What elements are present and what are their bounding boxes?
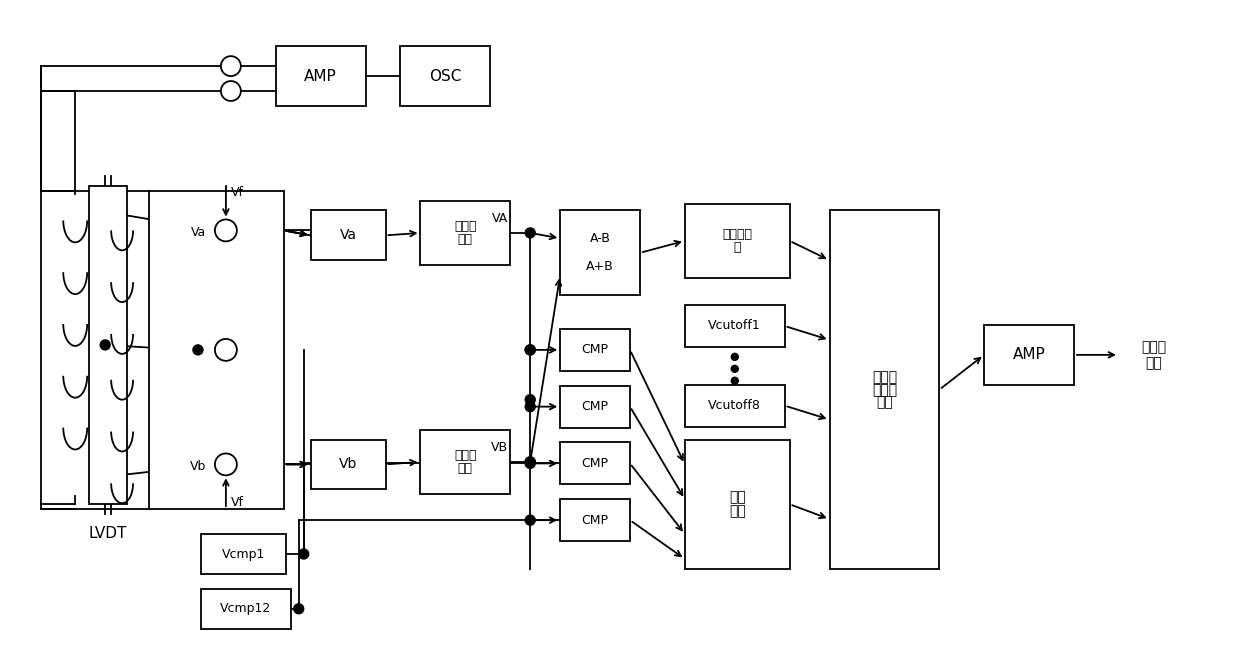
- Bar: [201, 534, 285, 574]
- Bar: [149, 191, 284, 509]
- Circle shape: [221, 56, 241, 76]
- Text: Vcmp1: Vcmp1: [222, 548, 265, 561]
- Text: 逻辑: 逻辑: [729, 504, 745, 518]
- Circle shape: [221, 81, 241, 101]
- Text: Vcutoff1: Vcutoff1: [708, 319, 761, 332]
- Bar: [684, 204, 790, 278]
- Text: CMP: CMP: [582, 457, 609, 470]
- Bar: [560, 386, 630, 428]
- Circle shape: [100, 340, 110, 350]
- Bar: [830, 210, 939, 569]
- Text: 组合: 组合: [729, 490, 745, 504]
- Circle shape: [526, 457, 536, 467]
- Circle shape: [526, 345, 536, 355]
- Text: CMP: CMP: [582, 513, 609, 526]
- Text: A-B: A-B: [589, 232, 610, 245]
- Circle shape: [215, 339, 237, 361]
- Text: LVDT: LVDT: [89, 526, 128, 541]
- Bar: [560, 329, 630, 371]
- Text: 开关: 开关: [875, 396, 893, 410]
- Text: VB: VB: [491, 441, 508, 454]
- Bar: [201, 589, 290, 629]
- Bar: [420, 201, 510, 265]
- Circle shape: [526, 395, 536, 405]
- Circle shape: [294, 604, 304, 614]
- Circle shape: [526, 457, 536, 467]
- Circle shape: [732, 353, 738, 360]
- Text: 滤波整: 滤波整: [454, 449, 476, 462]
- Text: Vf: Vf: [231, 496, 244, 509]
- Text: 滤波整流: 滤波整流: [722, 228, 753, 241]
- Text: 择选择: 择选择: [872, 383, 897, 397]
- Text: 滤波整: 滤波整: [454, 220, 476, 233]
- Bar: [684, 385, 785, 426]
- Bar: [684, 439, 790, 569]
- Text: 流器: 流器: [458, 461, 472, 474]
- Text: Vcmp12: Vcmp12: [221, 602, 272, 615]
- Circle shape: [526, 515, 536, 525]
- Text: AMP: AMP: [1013, 347, 1045, 362]
- Circle shape: [526, 228, 536, 238]
- Bar: [311, 439, 386, 489]
- Bar: [684, 305, 785, 347]
- Circle shape: [299, 549, 309, 559]
- Text: Va: Va: [191, 226, 206, 239]
- Circle shape: [215, 219, 237, 241]
- Text: Vf: Vf: [231, 186, 244, 199]
- Bar: [275, 46, 366, 106]
- Text: Vb: Vb: [339, 458, 357, 471]
- Circle shape: [526, 402, 536, 411]
- Text: Va: Va: [340, 228, 357, 242]
- Bar: [985, 325, 1074, 385]
- Bar: [89, 186, 128, 504]
- Circle shape: [215, 454, 237, 475]
- Text: 器: 器: [734, 241, 742, 254]
- Text: CMP: CMP: [582, 400, 609, 413]
- Text: CMP: CMP: [582, 343, 609, 356]
- Bar: [560, 210, 640, 295]
- Bar: [311, 210, 386, 260]
- Text: Vcutoff8: Vcutoff8: [708, 399, 761, 412]
- Text: 流器: 流器: [458, 233, 472, 246]
- Circle shape: [526, 458, 536, 469]
- Bar: [560, 499, 630, 541]
- Circle shape: [526, 345, 536, 355]
- Text: 多路选: 多路选: [872, 370, 897, 384]
- Bar: [560, 443, 630, 484]
- Circle shape: [732, 377, 738, 384]
- Text: OSC: OSC: [429, 69, 461, 84]
- Text: Vb: Vb: [190, 460, 206, 473]
- Text: A+B: A+B: [587, 260, 614, 273]
- Bar: [420, 430, 510, 495]
- Circle shape: [193, 345, 203, 355]
- Circle shape: [732, 365, 738, 373]
- Text: 模拟量
输出: 模拟量 输出: [1141, 340, 1167, 370]
- Text: VA: VA: [492, 212, 508, 225]
- Bar: [401, 46, 490, 106]
- Text: AMP: AMP: [304, 69, 337, 84]
